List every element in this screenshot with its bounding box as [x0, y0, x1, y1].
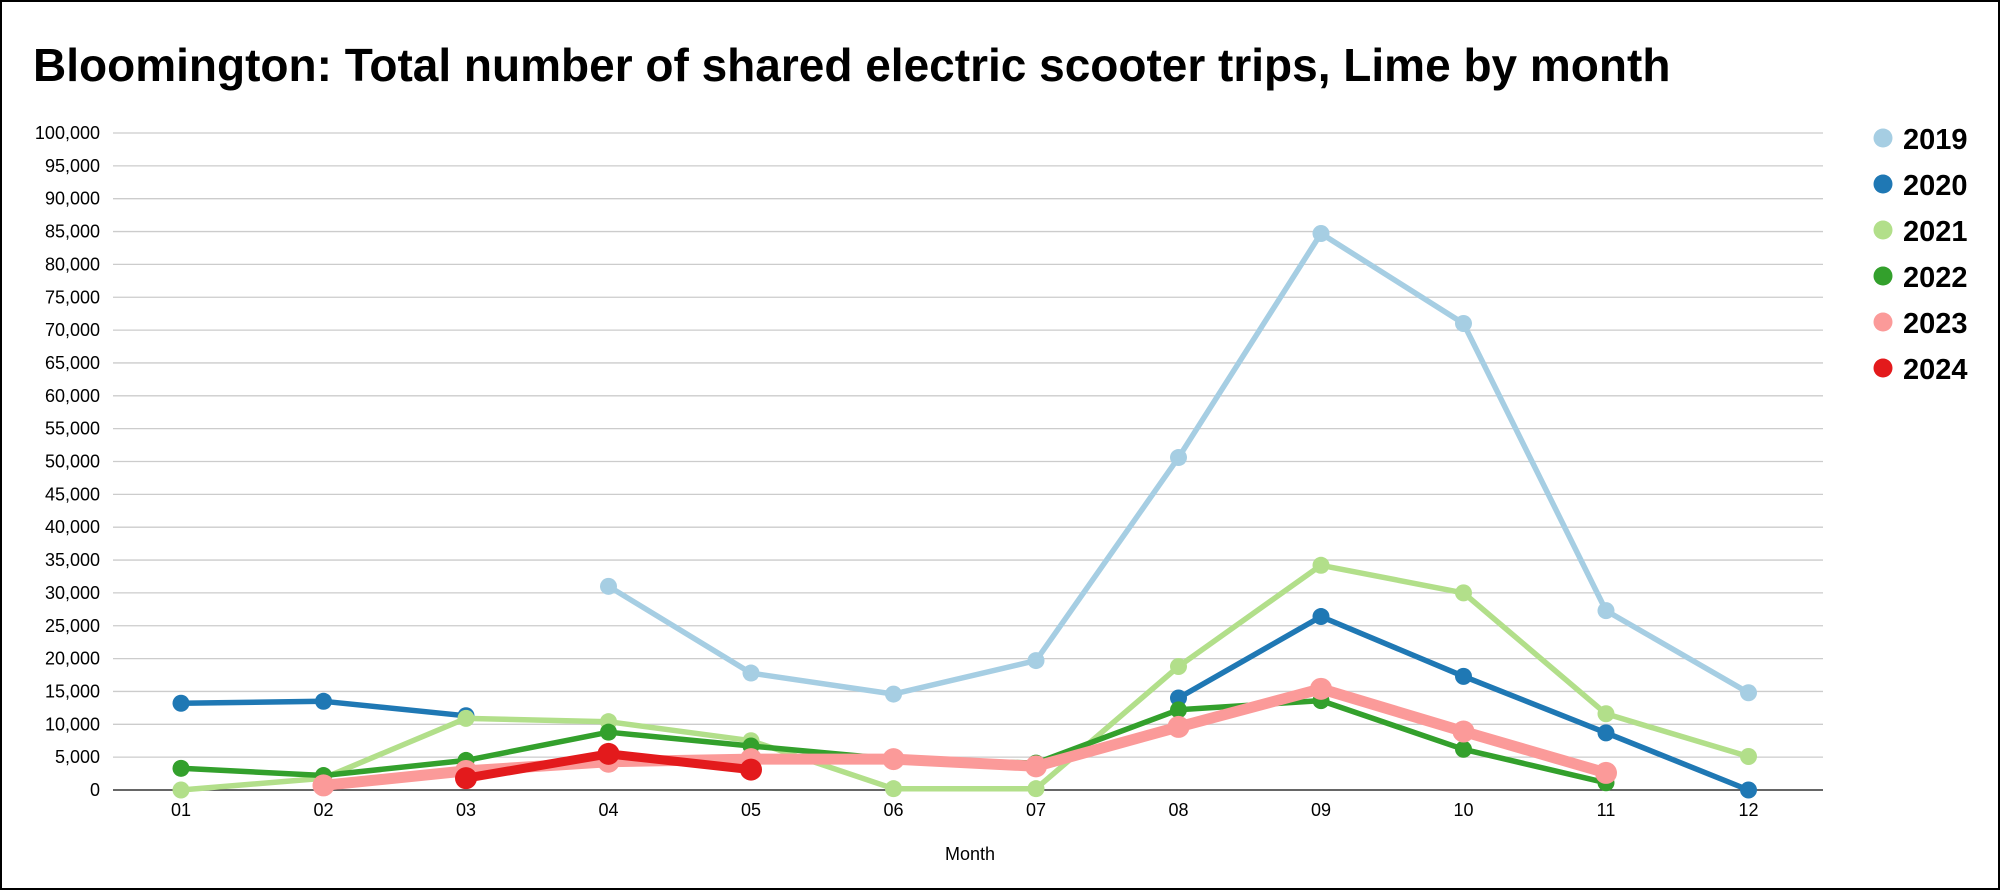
legend-marker-2020 — [1873, 174, 1893, 194]
y-tick-label: 65,000 — [45, 353, 100, 373]
y-tick-label: 15,000 — [45, 681, 100, 701]
legend-marker-2019 — [1873, 128, 1893, 148]
gridlines — [113, 132, 1823, 758]
legend-marker-2023 — [1873, 312, 1893, 332]
series-lines — [172, 225, 1757, 799]
data-point-2019 — [885, 685, 902, 703]
y-tick-label: 85,000 — [45, 222, 100, 242]
y-tick-label: 55,000 — [45, 419, 100, 439]
legend-marker-2021 — [1873, 220, 1893, 240]
data-point-2024 — [597, 742, 620, 765]
y-tick-label: 90,000 — [45, 189, 100, 209]
y-tick-label: 35,000 — [45, 550, 100, 570]
y-tick-label: 0 — [90, 780, 100, 800]
legend-label-2021: 2021 — [1903, 216, 1968, 248]
legend: 2019 2020 2021 2022 2023 2024 — [1873, 124, 1968, 386]
data-point-2020 — [1455, 667, 1472, 685]
data-point-2020 — [172, 694, 190, 712]
y-tick-label: 20,000 — [45, 649, 100, 669]
data-point-2019 — [600, 577, 617, 595]
data-point-2021 — [1740, 747, 1757, 765]
data-point-2022 — [1455, 740, 1472, 758]
x-tick-label: 02 — [313, 800, 333, 820]
data-point-2021 — [1455, 584, 1472, 602]
data-point-2021 — [457, 709, 475, 727]
legend-marker-2022 — [1873, 266, 1893, 286]
y-tick-label: 100,000 — [35, 123, 100, 143]
data-point-2023 — [312, 774, 335, 797]
x-tick-label: 07 — [1026, 800, 1046, 820]
y-tick-label: 95,000 — [45, 156, 100, 176]
data-point-2021 — [1597, 705, 1615, 723]
data-point-2020 — [1312, 608, 1330, 626]
data-point-2022 — [600, 723, 617, 741]
series-2019 — [600, 225, 1757, 703]
y-tick-label: 75,000 — [45, 287, 100, 307]
x-tick-label: 10 — [1453, 800, 1473, 820]
legend-marker-2024 — [1873, 358, 1893, 378]
data-point-2020 — [315, 692, 332, 710]
legend-label-2023: 2023 — [1903, 308, 1968, 340]
x-tick-label: 04 — [598, 800, 618, 820]
x-tick-label: 03 — [456, 800, 476, 820]
legend-label-2022: 2022 — [1903, 262, 1968, 294]
data-point-2023 — [1452, 720, 1475, 743]
y-tick-label: 40,000 — [45, 517, 100, 537]
x-tick-label: 05 — [741, 800, 761, 820]
x-tick-label: 08 — [1168, 800, 1188, 820]
data-point-2019 — [1170, 449, 1187, 467]
data-point-2019 — [1740, 684, 1757, 702]
x-axis-ticks: 01 02 03 04 05 06 07 08 09 10 11 12 — [171, 800, 1759, 820]
data-point-2021 — [1027, 780, 1045, 798]
data-point-2024 — [740, 758, 762, 781]
y-axis-ticks: 0 5,000 10,000 15,000 20,000 25,000 30,000 35,0… — [35, 123, 100, 800]
data-point-2021 — [1170, 657, 1187, 675]
data-point-2019 — [1027, 652, 1045, 670]
data-point-2020 — [1597, 724, 1615, 742]
series-2024 — [455, 742, 762, 790]
legend-label-2019: 2019 — [1903, 124, 1968, 156]
data-point-2023 — [1595, 761, 1617, 784]
x-axis-title: Month — [945, 844, 995, 864]
data-point-2023 — [882, 748, 905, 771]
x-tick-label: 01 — [171, 800, 191, 820]
series-2020 — [172, 608, 1757, 799]
data-point-2021 — [1312, 556, 1330, 574]
data-point-2022 — [1170, 701, 1187, 719]
y-tick-label: 60,000 — [45, 386, 100, 406]
x-tick-label: 12 — [1738, 800, 1758, 820]
data-point-2023 — [1025, 755, 1047, 778]
data-point-2021 — [172, 781, 190, 799]
data-point-2021 — [885, 780, 902, 798]
y-tick-label: 80,000 — [45, 254, 100, 274]
y-tick-label: 5,000 — [55, 747, 100, 767]
data-point-2019 — [1597, 602, 1615, 620]
data-point-2024 — [455, 767, 477, 790]
data-point-2023 — [1310, 677, 1332, 700]
series-line-2021 — [178, 562, 1752, 793]
y-tick-label: 50,000 — [45, 452, 100, 472]
data-point-2020 — [1170, 689, 1187, 707]
y-tick-label: 30,000 — [45, 583, 100, 603]
series-2021 — [172, 556, 1757, 799]
y-tick-label: 25,000 — [45, 616, 100, 636]
chart-title: Bloomington: Total number of shared elec… — [33, 39, 1671, 91]
legend-label-2024: 2024 — [1903, 354, 1968, 386]
data-point-2019 — [1312, 225, 1330, 243]
x-tick-label: 06 — [883, 800, 903, 820]
y-tick-label: 70,000 — [45, 320, 100, 340]
legend-label-2020: 2020 — [1903, 170, 1968, 202]
x-tick-label: 11 — [1597, 800, 1616, 820]
data-point-2019 — [1455, 315, 1472, 333]
y-tick-label: 45,000 — [45, 484, 100, 504]
x-tick-label: 09 — [1311, 800, 1331, 820]
data-point-2023 — [1167, 715, 1190, 738]
y-tick-label: 10,000 — [45, 714, 100, 734]
data-point-2020 — [1740, 781, 1757, 799]
data-point-2022 — [172, 759, 190, 777]
data-point-2019 — [742, 664, 760, 682]
